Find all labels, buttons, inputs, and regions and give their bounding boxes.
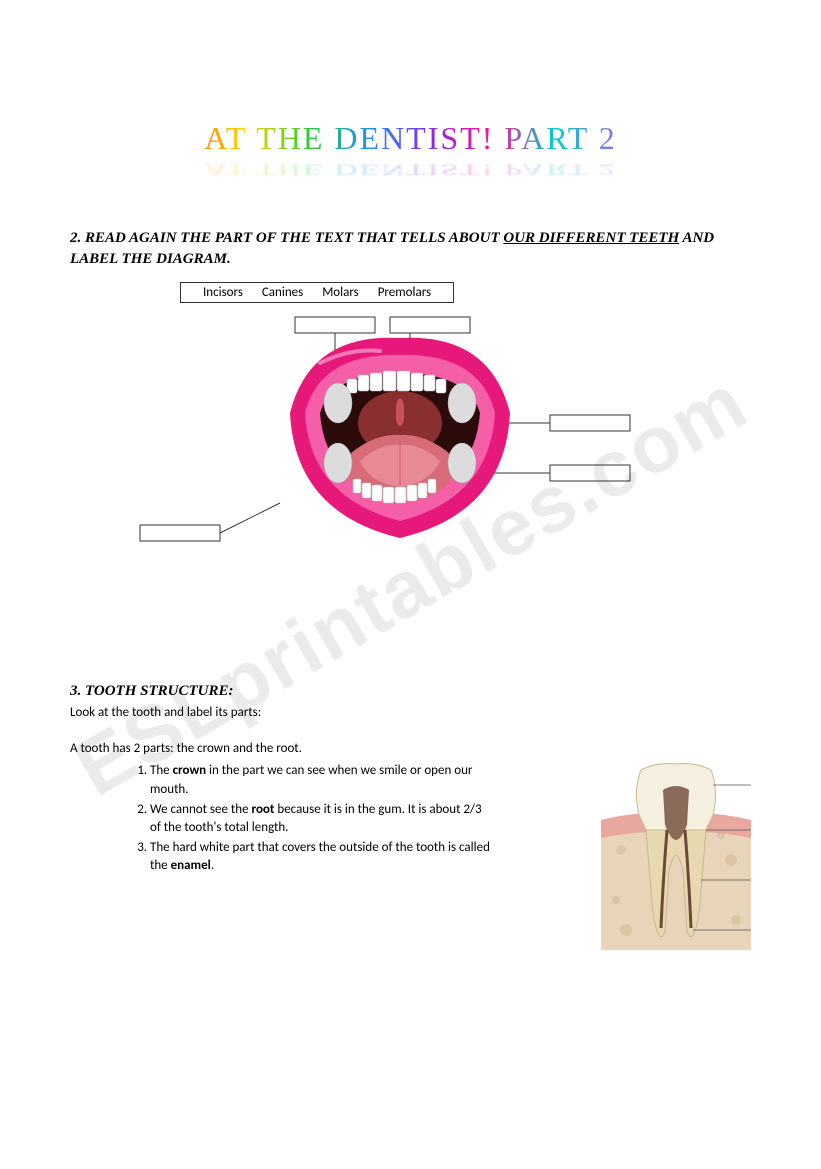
list-item: The crown in the part we can see when we… (150, 762, 490, 798)
section3-heading: 3. TOOTH STRUCTURE: (70, 683, 751, 700)
list-item: We cannot see the root because it is in … (150, 801, 490, 837)
list-item: The hard white part that covers the outs… (150, 839, 490, 875)
word-bank-item: Incisors (203, 285, 243, 300)
tooth-illustration (601, 760, 751, 950)
page-title: AT THE DENTIST! PART 2 (204, 120, 616, 157)
section2-heading-start: 2. READ AGAIN THE PART OF THE TEXT THAT … (70, 230, 503, 246)
word-bank-item: Canines (262, 285, 303, 300)
mouth-illustration (270, 313, 530, 553)
mouth-diagram-area (70, 313, 751, 613)
word-bank: Incisors Canines Molars Premolars (180, 282, 454, 303)
word-bank-item: Molars (322, 285, 359, 300)
page-title-reflection: AT THE DENTIST! PART 2 (204, 160, 616, 179)
page-title-wrap: AT THE DENTIST! PART 2 AT THE DENTIST! P… (70, 120, 751, 188)
section3-lead: A tooth has 2 parts: the crown and the r… (70, 740, 751, 758)
section3-intro: Look at the tooth and label its parts: (70, 704, 751, 722)
word-bank-item: Premolars (378, 285, 431, 300)
section2-heading: 2. READ AGAIN THE PART OF THE TEXT THAT … (70, 228, 751, 270)
section2-heading-underline: OUR DIFFERENT TEETH (503, 230, 679, 246)
